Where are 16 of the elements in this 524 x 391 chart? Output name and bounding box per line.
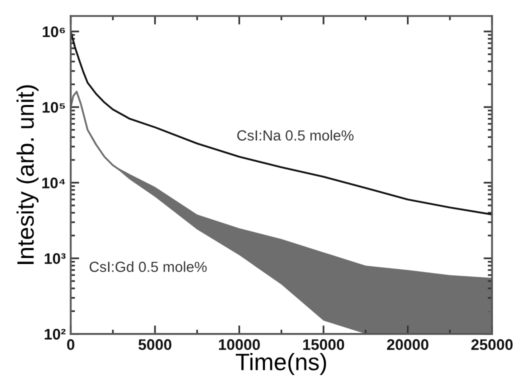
x-tick-label: 0 — [67, 339, 74, 350]
x-tick-label: 5000 — [138, 339, 172, 350]
x-tick-label: 20000 — [387, 339, 428, 350]
y-tick-label: 10⁵ — [42, 102, 65, 113]
series-label: CsI:Na 0.5 mole% — [237, 130, 354, 141]
x-tick-label: 25000 — [471, 339, 513, 350]
y-tick-label: 10⁶ — [42, 26, 65, 38]
x-tick-label: 10000 — [218, 339, 260, 350]
x-axis-title: Time(ns) — [236, 353, 326, 376]
x-tick-label: 15000 — [303, 339, 344, 350]
y-axis-title: Intesity (arb. unit) — [16, 85, 39, 264]
y-tick-label: 10² — [44, 328, 66, 340]
y-tick-label: 10³ — [44, 253, 66, 264]
text: CsI:Gd 0.5 mole% — [90, 261, 207, 272]
line-series — [70, 30, 492, 216]
y-tick-label: 10⁴ — [42, 178, 66, 188]
